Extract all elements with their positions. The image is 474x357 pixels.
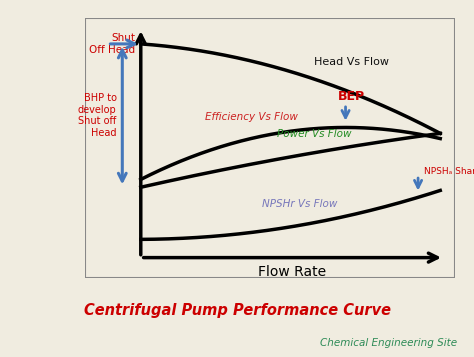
Text: Centrifugal Pump Performance Curve: Centrifugal Pump Performance Curve — [83, 303, 391, 318]
Text: Flow Rate: Flow Rate — [258, 265, 327, 279]
Text: Efficiency Vs Flow: Efficiency Vs Flow — [205, 112, 298, 122]
Text: Power Vs Flow: Power Vs Flow — [277, 129, 352, 139]
Text: NPSHr Vs Flow: NPSHr Vs Flow — [262, 199, 337, 209]
Text: Chemical Engineering Site: Chemical Engineering Site — [320, 338, 457, 348]
Bar — [85, 18, 455, 278]
Text: Head Vs Flow: Head Vs Flow — [314, 57, 389, 67]
Text: BHP to
develop
Shut off
Head: BHP to develop Shut off Head — [78, 93, 117, 138]
Text: NPSHₐ Sharp rise beyond BEP: NPSHₐ Sharp rise beyond BEP — [424, 167, 474, 176]
Text: BEP: BEP — [337, 90, 365, 103]
Text: Shut
Off Head: Shut Off Head — [89, 33, 135, 55]
